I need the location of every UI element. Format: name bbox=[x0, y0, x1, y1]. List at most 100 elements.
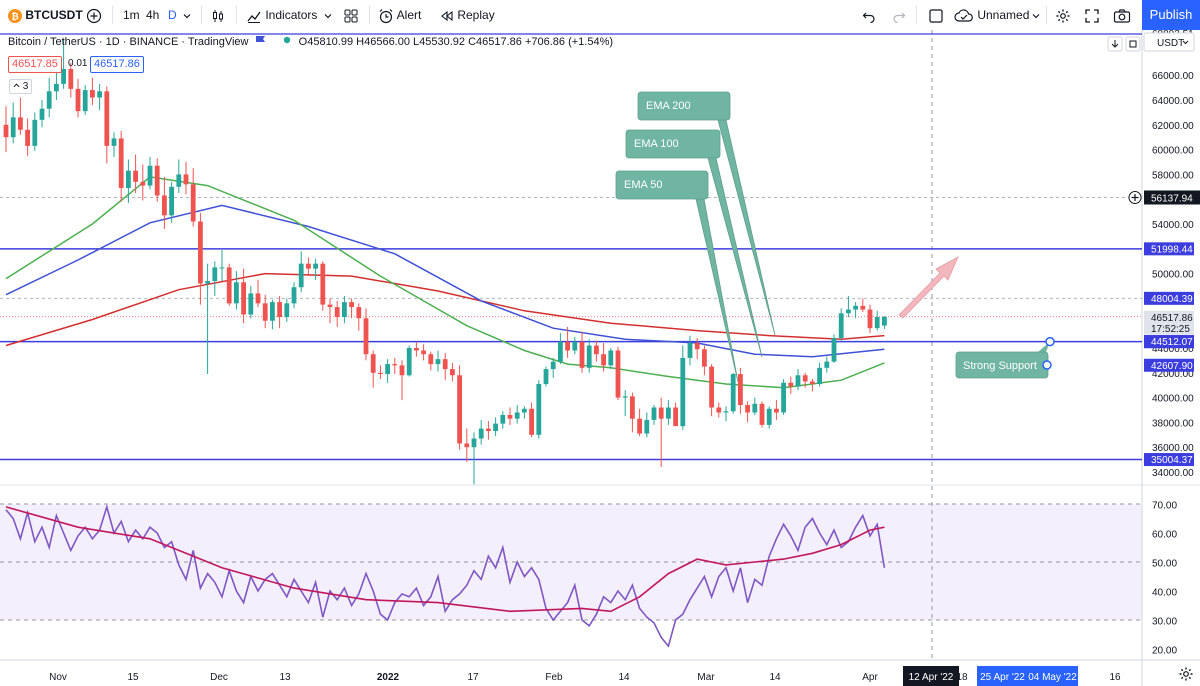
ema-callout[interactable]: EMA 200 bbox=[637, 91, 776, 336]
chart-area[interactable]: 34000.00 36000.00 38000.00 40000.00 42000.00… bbox=[0, 30, 1200, 686]
candle-body bbox=[759, 403, 765, 425]
layout-dropdown[interactable] bbox=[1032, 0, 1040, 30]
candle-body bbox=[709, 366, 714, 408]
indicators-button[interactable]: Indicators bbox=[246, 0, 317, 30]
candle-up bbox=[212, 261, 218, 296]
candle-up bbox=[435, 350, 441, 372]
compare-symbol-button[interactable] bbox=[86, 0, 102, 30]
square-icon bbox=[929, 9, 943, 23]
candle-body bbox=[248, 293, 254, 315]
candle-up bbox=[169, 181, 174, 223]
snapshot-button[interactable] bbox=[1113, 0, 1131, 30]
publish-button[interactable]: Publish bbox=[1142, 0, 1200, 30]
candle-body bbox=[450, 369, 455, 376]
candle-up bbox=[514, 405, 520, 424]
candle-down bbox=[486, 421, 491, 440]
ema-callout[interactable]: EMA 100 bbox=[625, 129, 763, 358]
ema-callout[interactable]: EMA 50 bbox=[615, 170, 739, 383]
candle-down bbox=[579, 331, 585, 373]
candle-body bbox=[284, 303, 290, 317]
candle-body bbox=[104, 91, 110, 146]
ohlc-values: O45810.99 H46566.00 L45530.92 C46517.86 … bbox=[298, 36, 614, 48]
candle-body bbox=[594, 345, 599, 355]
svg-text:₿: ₿ bbox=[11, 11, 18, 21]
candle-down bbox=[90, 77, 95, 105]
indicators-dropdown[interactable] bbox=[324, 0, 332, 30]
save-layout-button[interactable]: Unnamed bbox=[954, 0, 1029, 30]
candle-up bbox=[522, 406, 527, 419]
candle-body bbox=[687, 343, 693, 358]
chart-type-button[interactable] bbox=[210, 0, 226, 30]
drag-handle[interactable] bbox=[1042, 360, 1052, 370]
candle-body bbox=[673, 407, 678, 427]
price-axis-tick: 42000.00 bbox=[1152, 369, 1194, 380]
time-axis-label: 16 bbox=[1109, 672, 1121, 683]
candle-body bbox=[349, 302, 354, 308]
layout-name: Unnamed bbox=[977, 8, 1030, 22]
candle-up bbox=[644, 412, 650, 438]
interval-1m[interactable]: 1m bbox=[123, 8, 140, 22]
legend-collapse-button[interactable]: 3 bbox=[9, 79, 33, 94]
symbol-title[interactable]: Bitcoin / TetherUS · 1D · BINANCE · Trad… bbox=[8, 36, 249, 48]
price-axis-tick: 34000.00 bbox=[1152, 468, 1194, 479]
candle-up bbox=[39, 100, 45, 128]
interval-dropdown[interactable] bbox=[183, 0, 191, 30]
sell-price-button[interactable]: 46517.85 bbox=[8, 56, 62, 73]
candle-body bbox=[637, 418, 642, 434]
candle-body bbox=[183, 174, 189, 185]
candle-body bbox=[25, 129, 30, 146]
plus-icon bbox=[1131, 193, 1139, 201]
candle-body bbox=[3, 124, 9, 138]
flag-icon[interactable] bbox=[255, 35, 267, 45]
candle-up bbox=[622, 390, 628, 417]
candle-body bbox=[406, 348, 412, 376]
candle-down bbox=[18, 97, 23, 135]
undo-button[interactable] bbox=[862, 0, 876, 30]
templates-button[interactable] bbox=[343, 0, 359, 30]
replay-button[interactable]: Replay bbox=[440, 0, 495, 30]
price-axis-label-text: 44512.07 bbox=[1151, 337, 1193, 348]
callout-box bbox=[637, 91, 731, 121]
candle-body bbox=[867, 309, 873, 329]
drag-handle[interactable] bbox=[1045, 336, 1055, 347]
interval-d[interactable]: D bbox=[168, 8, 177, 22]
candle-down bbox=[802, 372, 808, 388]
candle-body bbox=[133, 170, 138, 182]
time-axis-label: 18 bbox=[956, 672, 968, 683]
redo-button[interactable] bbox=[892, 0, 906, 30]
alert-button[interactable]: Alert bbox=[378, 0, 421, 30]
fullscreen-layout-button[interactable] bbox=[928, 0, 944, 30]
candle-up bbox=[550, 357, 556, 378]
candle-body bbox=[493, 423, 498, 432]
callout-box bbox=[625, 129, 721, 159]
candle-body bbox=[154, 165, 160, 196]
gear-icon[interactable] bbox=[1178, 666, 1194, 682]
symbol-search[interactable]: ₿ BTCUSDT bbox=[8, 0, 83, 30]
alarm-clock-icon bbox=[379, 8, 393, 23]
candle-body bbox=[169, 186, 174, 216]
candle-down bbox=[226, 263, 232, 306]
candle-body bbox=[522, 408, 527, 413]
candle-down bbox=[457, 365, 462, 450]
time-axis-label: Nov bbox=[49, 672, 67, 683]
settings-button[interactable] bbox=[1055, 0, 1071, 30]
candle-up bbox=[46, 77, 52, 118]
rsi-axis-tick: 20.00 bbox=[1152, 646, 1177, 657]
strong-support-callout[interactable]: Strong Support bbox=[955, 336, 1055, 379]
crosshair-price-text: 56137.94 bbox=[1151, 193, 1193, 204]
candle-body bbox=[838, 313, 844, 339]
fullscreen-button[interactable] bbox=[1084, 0, 1100, 30]
candle-down bbox=[306, 257, 311, 277]
candle-body bbox=[457, 375, 462, 444]
buy-price-button[interactable]: 46517.86 bbox=[90, 56, 144, 73]
candle-down bbox=[370, 350, 376, 388]
currency-selector[interactable] bbox=[1143, 32, 1195, 52]
callout-label: EMA 100 bbox=[634, 138, 679, 150]
candle-down bbox=[255, 279, 261, 308]
up-arrow-drawing[interactable] bbox=[898, 256, 959, 319]
candle-body bbox=[342, 302, 347, 317]
cloud-check-icon bbox=[954, 9, 973, 22]
maximize-pane-button[interactable] bbox=[1125, 36, 1141, 52]
interval-4h[interactable]: 4h bbox=[146, 8, 160, 22]
callout-label: EMA 200 bbox=[646, 100, 691, 112]
